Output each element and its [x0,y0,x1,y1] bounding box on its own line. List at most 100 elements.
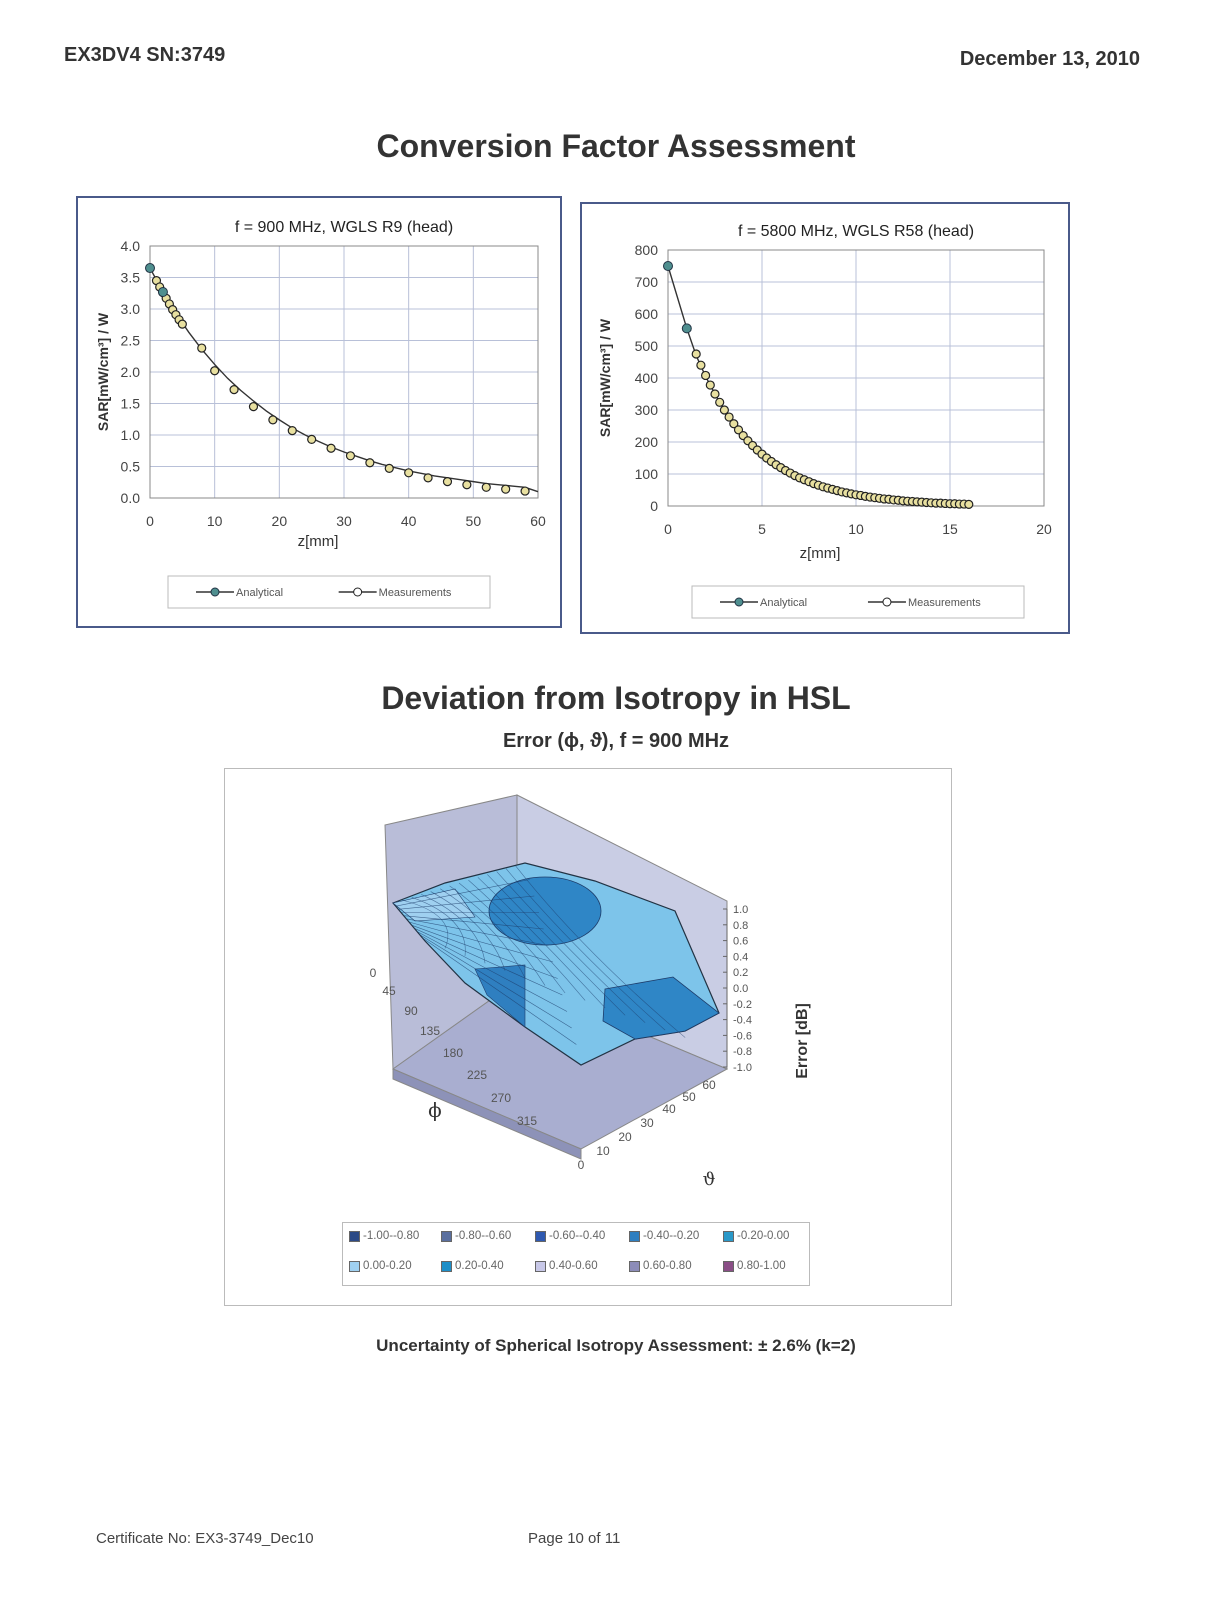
footer-page: Page 10 of 11 [528,1530,621,1547]
isotropy-legend-swatch [535,1230,546,1242]
chart2-ytick: 0 [650,498,658,514]
iso-z-tick-label: 0.8 [733,920,748,932]
iso-theta-tick: 10 [596,1144,610,1158]
chart2-ytick: 200 [635,434,659,450]
chart1-measurement-point [481,482,491,492]
isotropy-legend-swatch [349,1230,360,1242]
chart1-measurement-point [197,343,207,353]
isotropy-legend-label: 0.20-0.40 [455,1260,504,1272]
iso-mesh-line [430,891,506,971]
isotropy-legend-swatch [629,1230,640,1242]
chart1-legend-analytical-label: Analytical [236,587,283,599]
chart1-title: f = 900 MHz, WGLS R9 (head) [235,219,453,236]
iso-mesh-line [416,931,568,1012]
chart2-measurement-point [700,370,711,381]
iso-z-tick-label: -0.2 [733,999,752,1011]
chart1-xlabel: z[mm] [298,533,339,550]
iso-mesh-line [411,924,558,979]
chart2-plot-area [667,249,1045,507]
chart1-measurement-point [520,486,530,496]
chart2-measurement-point [710,389,720,399]
chart2-ytick: 600 [635,306,659,322]
iso-z-tick-label: 0.0 [733,983,748,995]
isotropy-legend-label: -0.80--0.60 [455,1230,512,1242]
chart1-legend: Analytical Measurements [167,575,491,609]
isotropy-legend-item: 0.80-1.00 [723,1260,786,1272]
chart-900mhz: f = 900 MHz, WGLS R9 (head) 0 10 20 30 40 50 60… [95,219,546,609]
chart1-measurement-point [365,458,375,468]
chart1-measurement-point [404,468,414,478]
chart2-legend-measurement-marker [882,597,892,607]
chart1-measurement-point [345,451,356,461]
doc-header-left: EX3DV4 SN:3749 [64,44,226,66]
chart1-analytical-line [149,267,539,493]
chart2-ylabel: SAR[mW/cm³] / W [597,318,613,437]
chart2-measurement-point [715,397,725,407]
chart1-ytick: 1.0 [121,427,141,443]
iso-mesh-line [487,874,626,1016]
iso-phi-tick: 180 [443,1046,463,1060]
chart1-ylabel: SAR[mW/cm³] / W [95,312,111,431]
iso-mesh-line [515,865,686,1038]
chart2-analytical-point [681,323,692,334]
chart2-legend-measurement-label: Measurements [908,597,981,609]
iso-mesh-line [496,871,646,1023]
chart2-xtick: 20 [1036,521,1052,537]
iso-mesh-line [422,937,577,1045]
chart2-legend-analytical-label: Analytical [760,597,807,609]
isotropy-legend-item: 0.40-0.60 [535,1260,598,1272]
iso-z-tick-label: 0.2 [733,967,748,979]
iso-mesh-line [439,888,526,979]
chart1-ytick: 3.0 [121,301,141,317]
iso-mesh-line [458,882,566,994]
isotropy-legend-item: -0.80--0.60 [441,1230,511,1242]
isotropy-legend-item: 0.60-0.80 [629,1260,692,1272]
chart1-measurement-point [268,415,278,425]
iso-mesh-line [468,879,586,1001]
iso-phi-tick: 45 [382,984,396,998]
isotropy-legend-label: -1.00--0.80 [363,1230,420,1242]
chart2-measurement-point [733,425,744,435]
chart2-ytick: 500 [635,338,659,354]
iso-z-tick-label: 0.4 [733,951,748,963]
iso-phi-tick: 0 [370,966,377,980]
chart1-xtick: 0 [146,513,154,529]
iso-phi-tick: 225 [467,1068,487,1082]
chart2-analytical-point [663,261,673,271]
chart2-legend: Analytical Measurements [691,585,1025,619]
chart1-legend-measurement-marker [353,587,363,597]
isotropy-legend-swatch [723,1230,734,1242]
chart1-legend-analytical-marker [210,587,220,597]
iso-theta-label: ϑ [703,1169,716,1190]
chart1-xtick: 30 [336,513,352,529]
iso-mesh-line [449,885,546,986]
iso-phi-tick: 270 [491,1091,511,1105]
isotropy-legend-label: 0.60-0.80 [643,1260,692,1272]
chart1-measurement-point [442,477,453,487]
iso-surface-patch-front [602,976,720,1040]
isotropy-legend-label: -0.60--0.40 [549,1230,606,1242]
chart2-measurement-point [964,499,974,509]
section-title-isotropy: Deviation from Isotropy in HSL [381,680,851,716]
chart2-xtick: 0 [664,521,672,537]
chart2-measurement-point [696,360,706,370]
chart2-measurement-point [719,405,729,415]
isotropy-legend-swatch [441,1230,452,1242]
chart1-ytick: 2.5 [121,333,141,349]
iso-theta-tick: 30 [640,1116,654,1130]
chart1-ytick: 4.0 [121,238,141,254]
iso-phi-tick: 315 [517,1114,537,1128]
chart1-measurement-point [423,473,433,483]
footer-certificate: Certificate No: EX3-3749_Dec10 [96,1530,314,1547]
chart1-measurement-point [501,484,511,494]
chart2-ytick: 100 [635,466,659,482]
chart1-measurement-point [384,463,394,473]
chart-5800mhz: f = 5800 MHz, WGLS R58 (head)0 5 10 15 20010… [597,223,1052,619]
isotropy-chart-panel: 1.0 0.8 0.6 0.4 0.2 0.0 -0.2 -0.4 -0.6 -0.8 -1.0 Er… [224,768,952,1306]
iso-mesh-line [408,921,554,963]
iso-z-tick-label: -0.4 [733,1015,752,1027]
chart2-measurement-point [691,349,701,359]
chart1-measurement-point [287,425,297,436]
chart2-ytick: 400 [635,370,659,386]
iso-z-label: Error [dB] [794,1003,811,1079]
